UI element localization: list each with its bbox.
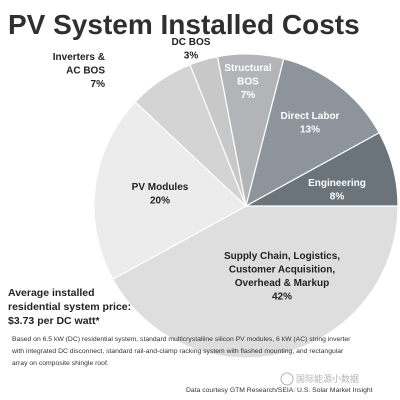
- slice-label-5: Direct Labor 13%: [281, 111, 340, 136]
- slice-label-line: DC BOS: [172, 37, 211, 48]
- slice-label-4: Structural BOS 7%: [224, 63, 271, 101]
- slice-label-2: Inverters & AC BOS 7%: [53, 52, 106, 90]
- footnote-line-3: array on composite shingle roof.: [12, 360, 109, 367]
- watermark: 国际能源小数据: [280, 372, 359, 386]
- pie-slice-supply-chain-logistics-customer-acquisition-overhead-markup: [111, 205, 399, 359]
- price-note: Average installed residential system pri…: [8, 287, 134, 327]
- footnote: Based on 6.5 kW (DC) residential system,…: [11, 336, 352, 367]
- slice-label-line: Engineering: [308, 178, 366, 189]
- slice-label-6: Engineering 8%: [308, 178, 366, 203]
- price-note-line-3: $3.73 per DC watt*: [8, 315, 101, 327]
- slice-label-1: PV Modules 20%: [132, 182, 189, 207]
- slice-label-line: Direct Labor: [281, 111, 340, 122]
- footnote-line-2: with integrated DC disconnect, standard …: [11, 348, 344, 355]
- pie-slice-engineering: [245, 131, 399, 207]
- slice-label-line: 8%: [330, 192, 345, 203]
- pie-slice-direct-labor: [245, 58, 381, 208]
- slice-label-line: 20%: [150, 196, 170, 207]
- pie-slice-pv-modules: [93, 101, 248, 281]
- slice-label-line: Inverters &: [53, 52, 105, 63]
- slice-label-line: Customer Acquisition,: [229, 265, 336, 276]
- pie-slice-labels: Supply Chain, Logistics, Customer Acquisi…: [53, 37, 366, 303]
- slice-label-line: Supply Chain, Logistics,: [224, 251, 340, 262]
- slice-label-line: Overhead & Markup: [235, 278, 329, 289]
- slice-label-line: Structural: [224, 63, 271, 74]
- watermark-logo-icon: [280, 372, 294, 386]
- slice-label-line: 3%: [184, 51, 199, 62]
- watermark-text: 国际能源小数据: [296, 373, 359, 385]
- slice-label-0: Supply Chain, Logistics, Customer Acquisi…: [224, 251, 340, 303]
- data-credit: Data courtesy GTM Research/SEIA: U.S. So…: [186, 387, 373, 394]
- slice-label-line: 13%: [300, 125, 320, 136]
- slice-label-line: PV Modules: [132, 182, 189, 193]
- pie-slices: [93, 53, 399, 359]
- chart-title: PV System Installed Costs: [8, 9, 360, 40]
- price-note-line-1: Average installed: [8, 287, 95, 299]
- slice-label-3: DC BOS 3%: [172, 37, 211, 62]
- slice-label-line: 42%: [272, 292, 292, 303]
- slice-label-line: AC BOS: [66, 66, 105, 77]
- slice-label-line: BOS: [237, 77, 259, 88]
- slice-label-line: 7%: [91, 79, 106, 90]
- slice-label-line: 7%: [241, 90, 256, 101]
- price-note-line-2: residential system price:: [8, 301, 131, 313]
- footnote-line-1: Based on 6.5 kW (DC) residential system,…: [12, 336, 351, 343]
